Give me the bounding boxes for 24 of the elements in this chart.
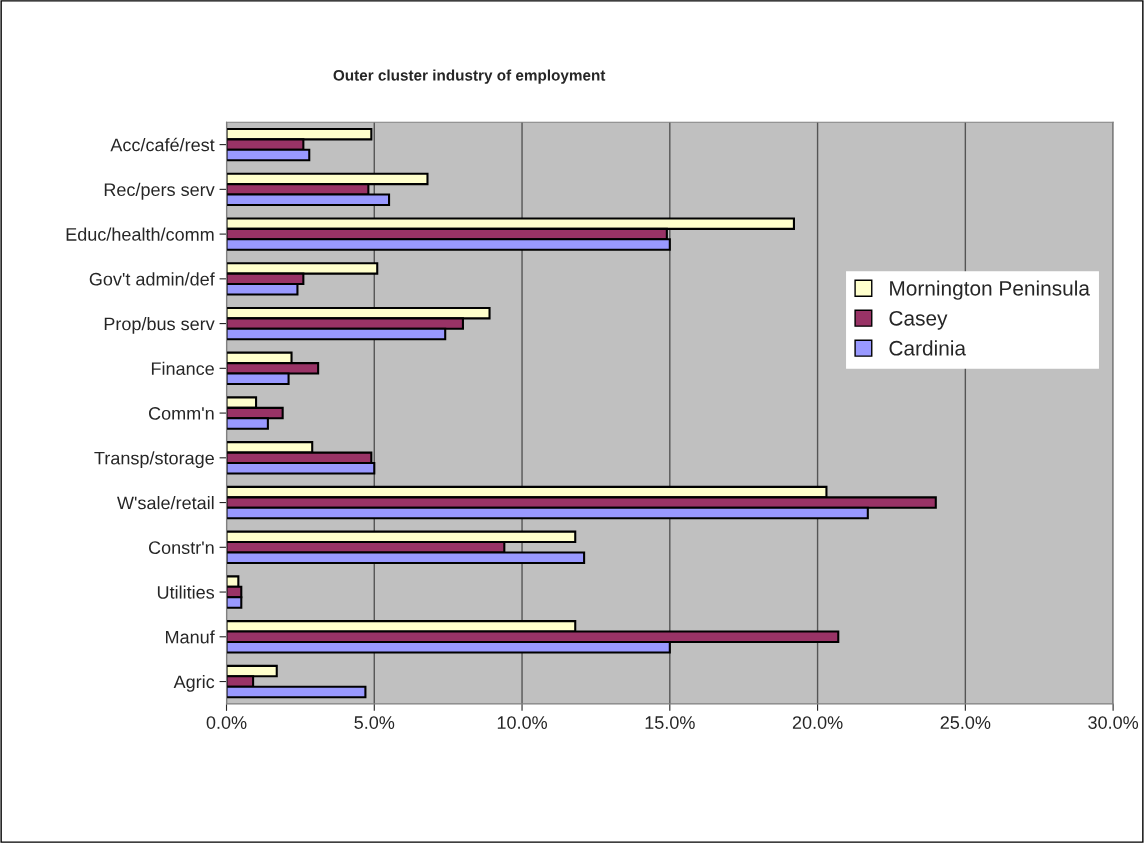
y-tick-label: Comm'n — [148, 407, 214, 420]
y-tick-label: Acc/café/rest — [110, 137, 215, 152]
legend-label: Cardinia — [889, 340, 967, 356]
y-tick-label: Finance — [151, 361, 214, 376]
y-tick-label: Gov't admin/def — [89, 272, 215, 286]
x-tick-label: 25.0% — [940, 716, 991, 729]
x-tick-label: 15.0% — [645, 716, 695, 729]
legend-label: Mornington Peninsula — [890, 280, 1090, 300]
y-tick-label: Constr'n — [148, 541, 214, 555]
y-tick-label: W'sale/retail — [117, 496, 214, 510]
y-tick-label: Rec/pers serv — [104, 182, 215, 200]
y-tick-label: Manuf — [166, 630, 215, 644]
x-tick-label: 5.0% — [354, 716, 395, 729]
y-tick-label: Prop/bus serv — [104, 317, 215, 334]
y-tick-label: Educ/health/comm — [66, 227, 214, 241]
x-tick-label: 0.0% — [206, 716, 247, 729]
y-tick-label: Agric — [173, 674, 215, 692]
y-tick-label: Transp/storage — [94, 451, 214, 469]
y-tick-label: Utilities — [157, 585, 215, 599]
x-tick-label: 10.0% — [497, 716, 547, 729]
x-tick-label: 20.0% — [792, 716, 843, 729]
legend-label: Casey — [889, 310, 948, 330]
x-tick-label: 30.0% — [1088, 716, 1139, 729]
chart-title: Outer cluster industry of employment — [333, 69, 606, 84]
